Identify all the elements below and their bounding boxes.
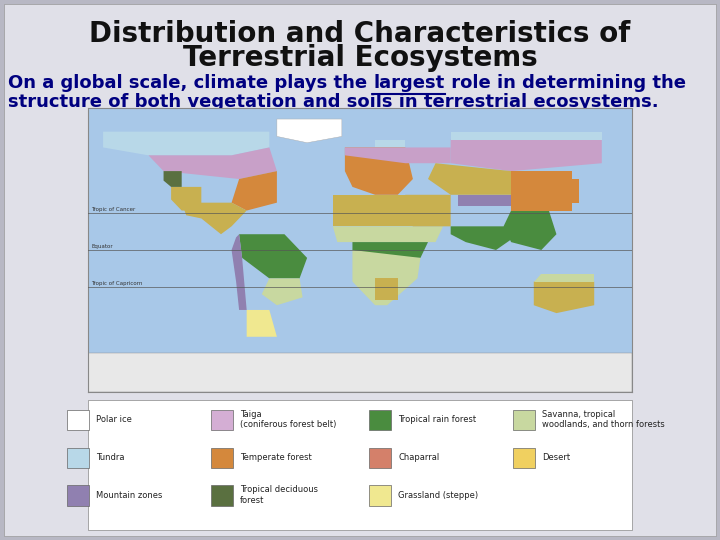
Text: Tundra: Tundra: [96, 453, 125, 462]
Polygon shape: [88, 353, 632, 392]
Polygon shape: [557, 179, 579, 202]
Text: Mountain zones: Mountain zones: [96, 491, 162, 500]
Polygon shape: [247, 310, 277, 337]
Text: Terrestrial Ecosystems: Terrestrial Ecosystems: [183, 44, 537, 72]
Text: Tropic of Capricorn: Tropic of Capricorn: [91, 281, 143, 286]
Polygon shape: [375, 279, 397, 300]
Text: Tropical rain forest: Tropical rain forest: [398, 415, 477, 424]
Polygon shape: [345, 147, 413, 195]
Polygon shape: [451, 139, 602, 171]
Polygon shape: [534, 274, 557, 281]
Polygon shape: [503, 211, 557, 250]
Polygon shape: [557, 274, 594, 281]
Text: structure of both vegetation and soils in terrestrial ecosystems.: structure of both vegetation and soils i…: [8, 93, 659, 111]
Polygon shape: [277, 119, 342, 143]
Text: Distribution and Characteristics of: Distribution and Characteristics of: [89, 20, 631, 48]
Text: Desert: Desert: [542, 453, 570, 462]
Polygon shape: [451, 132, 602, 139]
Polygon shape: [333, 226, 443, 242]
Text: On a global scale, climate plays the: On a global scale, climate plays the: [8, 74, 374, 92]
Text: largest: largest: [374, 74, 445, 92]
Polygon shape: [148, 147, 277, 179]
Polygon shape: [375, 139, 405, 147]
Text: role in determining the: role in determining the: [445, 74, 685, 92]
Polygon shape: [353, 242, 428, 258]
Polygon shape: [345, 147, 451, 163]
Polygon shape: [181, 202, 247, 234]
Text: Grassland (steppe): Grassland (steppe): [398, 491, 478, 500]
Polygon shape: [534, 281, 594, 313]
Polygon shape: [103, 132, 269, 156]
Text: Equator: Equator: [91, 244, 112, 248]
Text: Savanna, tropical
woodlands, and thorn forests: Savanna, tropical woodlands, and thorn f…: [542, 410, 665, 429]
Polygon shape: [451, 226, 518, 250]
Text: Polar ice: Polar ice: [96, 415, 132, 424]
FancyBboxPatch shape: [4, 4, 716, 536]
Polygon shape: [232, 171, 277, 211]
Polygon shape: [163, 171, 181, 187]
Polygon shape: [171, 187, 202, 211]
Text: Temperate forest: Temperate forest: [240, 453, 312, 462]
Polygon shape: [511, 171, 572, 211]
Text: Tropic of Cancer: Tropic of Cancer: [91, 207, 135, 212]
Polygon shape: [239, 234, 307, 279]
Polygon shape: [458, 195, 511, 206]
Polygon shape: [428, 163, 511, 195]
Text: Taiga
(coniferous forest belt): Taiga (coniferous forest belt): [240, 410, 336, 429]
Text: Chaparral: Chaparral: [398, 453, 439, 462]
Text: Tropical deciduous
forest: Tropical deciduous forest: [240, 485, 318, 505]
Polygon shape: [232, 234, 247, 310]
Polygon shape: [333, 195, 443, 226]
Polygon shape: [353, 250, 420, 305]
Polygon shape: [397, 195, 451, 226]
Polygon shape: [262, 279, 302, 305]
